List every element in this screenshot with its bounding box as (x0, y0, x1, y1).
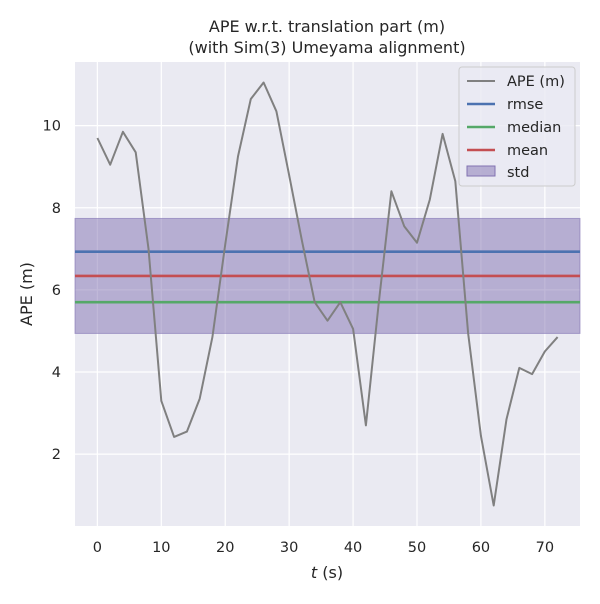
legend: APE (m) rmse median mean std (458, 66, 576, 187)
x-tick-label: 10 (152, 540, 170, 556)
ape-series-line (96, 81, 559, 507)
legend-box (458, 66, 576, 187)
x-axis-label-var: t (311, 563, 318, 582)
x-axis-label-unit: (s) (317, 563, 343, 582)
x-tick-label: 40 (344, 540, 362, 556)
x-tick-label: 60 (472, 540, 490, 556)
legend-swatch-std (466, 165, 496, 177)
y-axis-label: APE (m) (17, 262, 36, 326)
x-axis-label: t (s) (311, 563, 343, 582)
y-tick-label: 8 (52, 201, 61, 217)
x-tick-label: 70 (536, 540, 554, 556)
y-tick-label: 4 (52, 365, 61, 381)
y-tick-label: 2 (52, 447, 61, 463)
legend-label-median: median (507, 120, 561, 136)
chart-title-line-2: (with Sim(3) Umeyama alignment) (188, 38, 465, 57)
legend-label-std: std (507, 165, 529, 181)
y-tick-label: 6 (52, 283, 61, 299)
x-tick-label: 50 (408, 540, 426, 556)
legend-label-mean: mean (507, 143, 548, 159)
legend-label-rmse: rmse (507, 97, 543, 113)
legend-label-ape: APE (m) (507, 74, 565, 90)
x-tick-label: 0 (93, 540, 102, 556)
y-tick-label: 10 (43, 119, 61, 135)
tick-labels: 0 10 20 30 40 50 60 70 2 4 6 8 10 (43, 119, 555, 556)
chart-title-line-1: APE w.r.t. translation part (m) (209, 17, 445, 36)
x-tick-label: 30 (280, 540, 298, 556)
x-tick-label: 20 (216, 540, 234, 556)
